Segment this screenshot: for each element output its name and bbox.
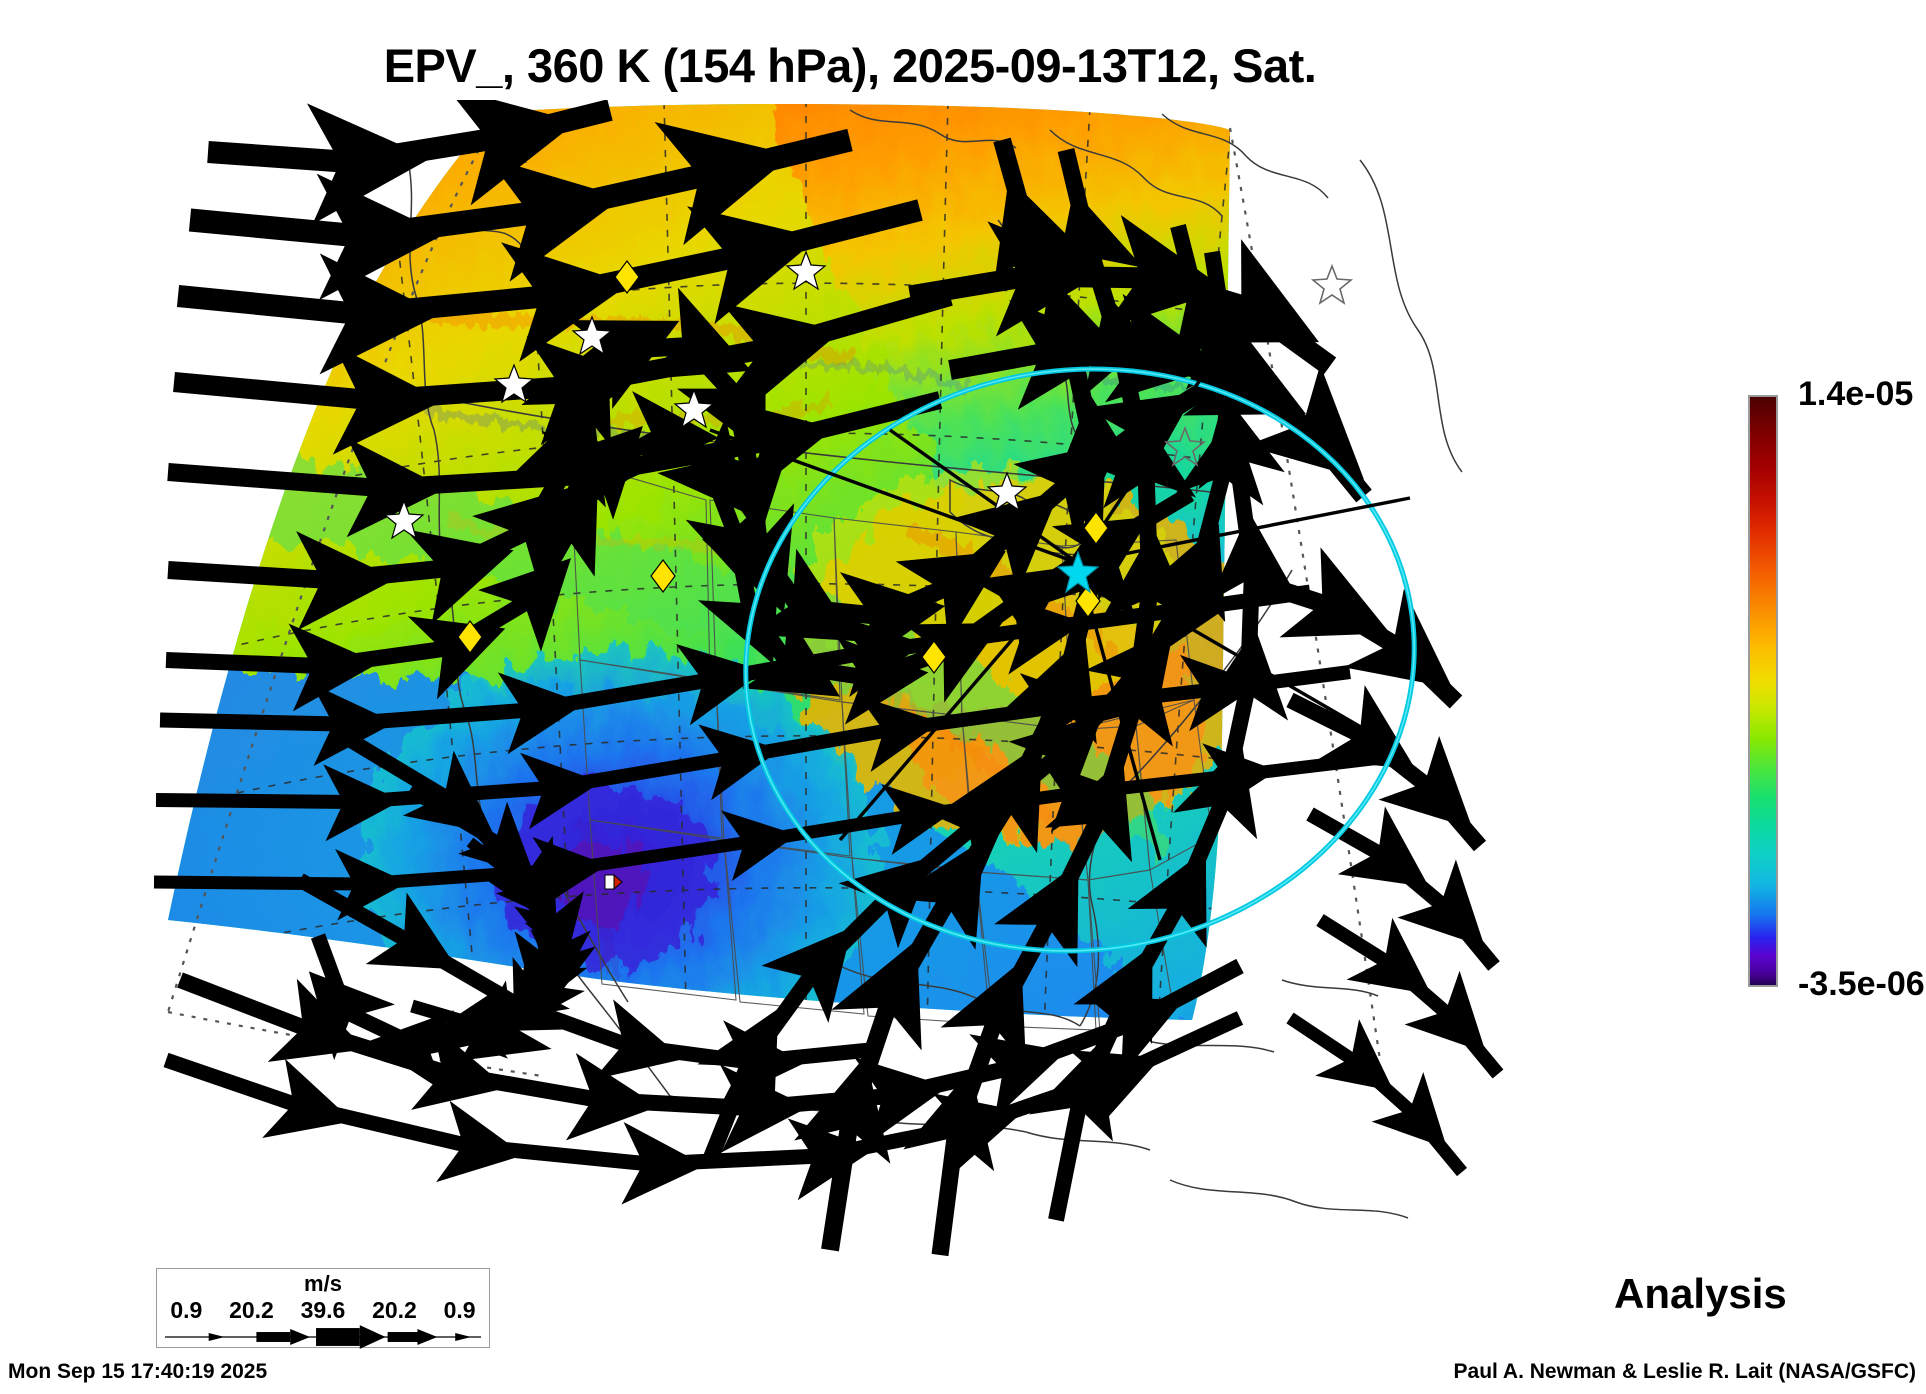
wind-legend-unit-label: m/s [304,1271,342,1296]
wind-streamlines [153,100,1504,1257]
analysis-label: Analysis [1614,1270,1787,1317]
wind-legend-value: 39.6 [300,1297,346,1323]
small-site-marker [604,873,623,891]
wind-speed-legend: m/s 0.9 20.2 39.6 20.2 0.9 [156,1268,490,1349]
site-markers [383,250,1354,891]
colorbar-min-label: -3.5e-06 [1798,965,1925,1003]
colorbar-gradient [1748,395,1778,987]
wind-legend-arrow-strip [164,1325,482,1349]
wind-legend-value: 20.2 [229,1297,274,1323]
map-panel [150,100,1570,1260]
flight-range-circle [743,366,1417,954]
colorbar: 1.4e-05 -3.5e-06 [1742,375,1926,1005]
wind-legend-value: 0.9 [443,1297,476,1323]
wind-legend-values: 0.9 20.2 39.6 20.2 0.9 [157,1297,489,1324]
wind-legend-value: 0.9 [170,1297,203,1323]
outline-star-marker [1163,263,1354,467]
cyan-base-star-marker [1056,550,1100,594]
colorbar-max-label: 1.4e-05 [1798,375,1914,413]
white-star-marker [383,250,1028,540]
wind-legend-value: 20.2 [372,1297,417,1323]
epv-map [153,100,1504,1257]
timestamp-label: Mon Sep 15 17:40:19 2025 [8,1360,268,1383]
credit-label: Paul A. Newman & Leslie R. Lait (NASA/GS… [1453,1360,1916,1383]
yellow-diamond-marker [457,260,1109,674]
page-title: EPV_, 360 K (154 hPa), 2025-09-13T12, Sa… [383,39,1317,92]
